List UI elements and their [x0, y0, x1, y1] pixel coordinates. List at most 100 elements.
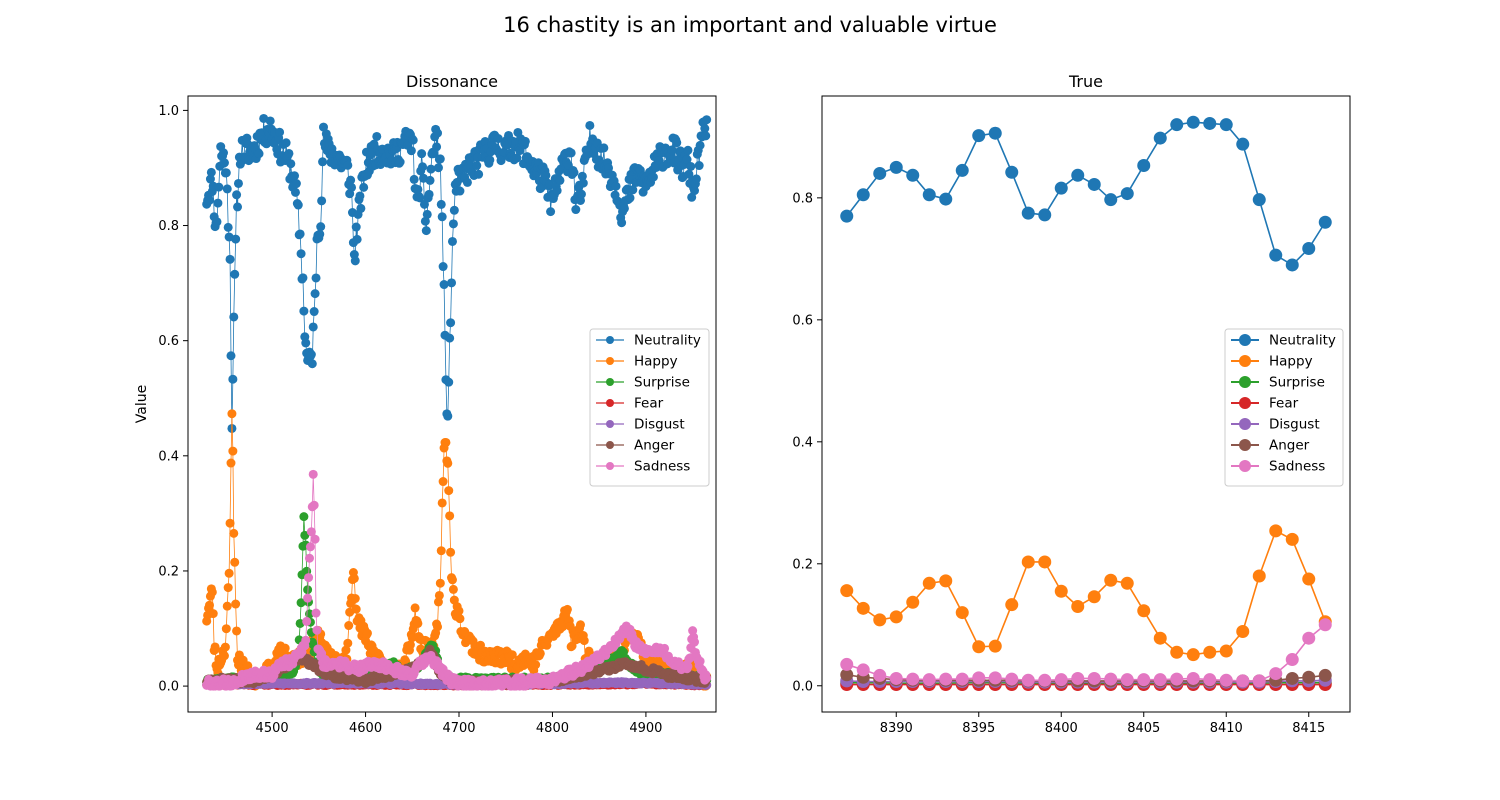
legend-label: Happy	[1269, 354, 1313, 370]
data-point	[1302, 670, 1316, 684]
data-point	[214, 182, 224, 192]
data-point	[344, 621, 354, 631]
data-point	[355, 191, 365, 201]
data-point	[435, 154, 445, 164]
data-point	[1153, 673, 1167, 687]
data-point	[1120, 673, 1134, 687]
data-point	[1236, 624, 1250, 638]
data-point	[315, 229, 325, 239]
series-neutrality	[840, 115, 1332, 272]
data-point	[433, 622, 443, 632]
data-point	[415, 193, 425, 203]
x-tick-label: 4500	[256, 721, 289, 736]
data-point	[219, 158, 229, 168]
data-point	[840, 668, 854, 682]
data-point	[447, 236, 457, 246]
y-tick-label: 0.4	[158, 449, 179, 464]
legend-label: Sadness	[1269, 459, 1325, 475]
data-point	[290, 171, 300, 181]
axes-frame: 8390 8395 8400 8405 8410 8415 0.0 0.2 0.4 0.6 0.8	[792, 95, 1351, 736]
data-point	[439, 280, 449, 290]
data-point	[405, 640, 415, 650]
x-tick-label: 8390	[880, 721, 913, 736]
data-point	[667, 145, 677, 155]
legend-entry-anger: Anger	[596, 438, 675, 454]
data-point	[351, 222, 361, 232]
series-sadness	[840, 618, 1332, 688]
legend-marker	[1239, 397, 1251, 409]
legend-marker	[1239, 460, 1251, 472]
data-point	[1120, 187, 1134, 201]
data-point	[1302, 241, 1316, 255]
data-point	[421, 226, 431, 236]
data-point	[413, 618, 423, 628]
data-point	[682, 155, 692, 165]
data-point	[1087, 177, 1101, 191]
data-point	[840, 209, 854, 223]
data-point	[303, 593, 313, 603]
data-point	[1104, 193, 1118, 207]
data-point	[306, 350, 316, 360]
data-point	[438, 477, 448, 487]
data-point	[280, 643, 290, 653]
data-point	[507, 650, 517, 660]
legend-marker	[1239, 376, 1251, 388]
data-point	[660, 643, 670, 653]
data-point	[889, 160, 903, 174]
data-point	[418, 162, 428, 172]
data-point	[873, 166, 887, 180]
data-point	[922, 188, 936, 202]
data-point	[1087, 671, 1101, 685]
data-point	[972, 129, 986, 143]
data-point	[873, 668, 887, 682]
data-point	[291, 179, 301, 189]
data-point	[695, 140, 705, 150]
data-point	[512, 153, 522, 163]
data-point	[485, 155, 495, 165]
series-layer	[840, 115, 1332, 692]
data-point	[438, 262, 448, 272]
x-tick-label: 4600	[349, 721, 382, 736]
data-point	[434, 590, 444, 600]
data-point	[445, 333, 455, 343]
legend-entry-neutrality: Neutrality	[1231, 333, 1336, 349]
data-point	[362, 628, 372, 638]
data-point	[939, 192, 953, 206]
data-point	[220, 642, 230, 652]
data-point	[569, 168, 579, 178]
data-point	[226, 458, 236, 468]
data-point	[531, 660, 541, 670]
data-point	[1203, 673, 1217, 687]
data-point	[922, 673, 936, 687]
data-point	[619, 203, 629, 213]
data-point	[566, 148, 576, 158]
y-tick-label: 0.4	[792, 435, 813, 450]
data-point	[690, 186, 700, 196]
data-point	[301, 635, 311, 645]
data-point	[310, 289, 320, 299]
data-point	[222, 601, 232, 611]
data-point	[424, 189, 434, 199]
data-point	[701, 131, 711, 141]
data-point	[318, 157, 328, 167]
data-point	[1153, 631, 1167, 645]
data-point	[988, 639, 1002, 653]
data-point	[233, 202, 243, 212]
data-point	[395, 157, 405, 167]
data-point	[204, 600, 214, 610]
x-tick-label: 4900	[629, 721, 662, 736]
data-point	[1120, 576, 1134, 590]
data-point	[585, 120, 595, 130]
y-tick-label: 0.8	[792, 191, 813, 206]
data-point	[446, 547, 456, 557]
x-tick-label: 4700	[442, 721, 475, 736]
data-point	[343, 160, 353, 170]
data-point	[1186, 115, 1200, 129]
data-point	[212, 217, 222, 227]
data-point	[455, 614, 465, 624]
legend-label: Fear	[1269, 396, 1299, 412]
legend-marker	[606, 441, 614, 449]
data-point	[410, 603, 420, 613]
legend-marker	[606, 357, 614, 365]
data-point	[304, 553, 314, 563]
